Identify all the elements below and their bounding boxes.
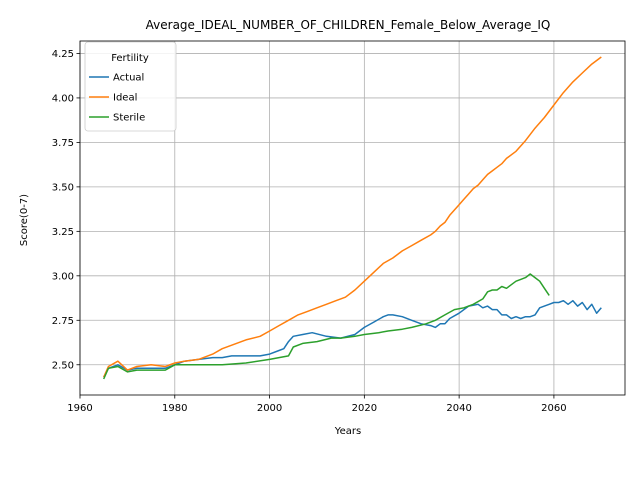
x-axis-label: Years [334, 426, 361, 437]
chart-title: Average_IDEAL_NUMBER_OF_CHILDREN_Female_… [146, 18, 551, 32]
legend-title: Fertility [111, 53, 149, 64]
legend-label-sterile: Sterile [113, 113, 145, 124]
y-tick-label: 2.75 [52, 316, 74, 327]
y-tick-label: 4.00 [52, 93, 74, 104]
x-tick-label: 1980 [162, 403, 187, 414]
y-tick-label: 3.25 [52, 227, 74, 238]
y-tick-label: 4.25 [52, 49, 74, 60]
y-tick-label: 2.50 [52, 360, 74, 371]
y-axis-label: Score(0-7) [19, 194, 30, 246]
legend-label-actual: Actual [113, 73, 144, 84]
y-tick-label: 3.75 [52, 138, 74, 149]
x-tick-label: 1960 [67, 403, 92, 414]
x-tick-label: 2040 [446, 403, 471, 414]
y-tick-label: 3.50 [52, 182, 74, 193]
legend: Fertility Actual Ideal Sterile [85, 42, 176, 131]
legend-label-ideal: Ideal [113, 93, 137, 104]
x-tick-label: 2000 [257, 403, 282, 414]
y-tick-label: 3.00 [52, 271, 74, 282]
x-tick-label: 2060 [541, 403, 566, 414]
x-tick-label: 2020 [352, 403, 377, 414]
